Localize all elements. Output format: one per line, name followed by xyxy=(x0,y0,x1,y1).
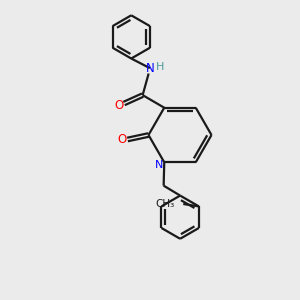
Text: O: O xyxy=(114,98,123,112)
Text: N: N xyxy=(155,160,163,170)
Text: O: O xyxy=(118,133,127,146)
Text: H: H xyxy=(156,62,164,72)
Text: CH₃: CH₃ xyxy=(155,199,174,209)
Text: N: N xyxy=(146,61,154,75)
